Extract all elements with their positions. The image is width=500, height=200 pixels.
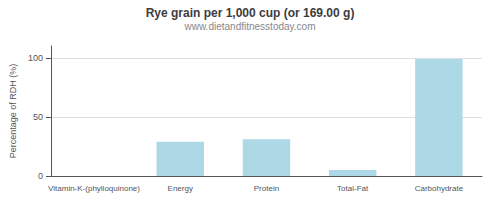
svg-text:Energy: Energy	[168, 184, 193, 193]
svg-text:Vitamin-K-(phylloquinone): Vitamin-K-(phylloquinone)	[48, 184, 140, 193]
svg-text:Total-Fat: Total-Fat	[337, 184, 369, 193]
svg-text:Rye grain per 1,000 cup (or 16: Rye grain per 1,000 cup (or 169.00 g)	[146, 6, 355, 20]
svg-text:100: 100	[28, 53, 43, 63]
svg-text:0: 0	[38, 171, 43, 181]
svg-text:50: 50	[33, 112, 43, 122]
svg-text:www.dietandfitnesstoday.com: www.dietandfitnesstoday.com	[184, 21, 316, 32]
svg-text:Percentage of RDH (%): Percentage of RDH (%)	[8, 64, 18, 159]
svg-text:Carbohydrate: Carbohydrate	[415, 184, 464, 193]
svg-text:Protein: Protein	[254, 184, 279, 193]
